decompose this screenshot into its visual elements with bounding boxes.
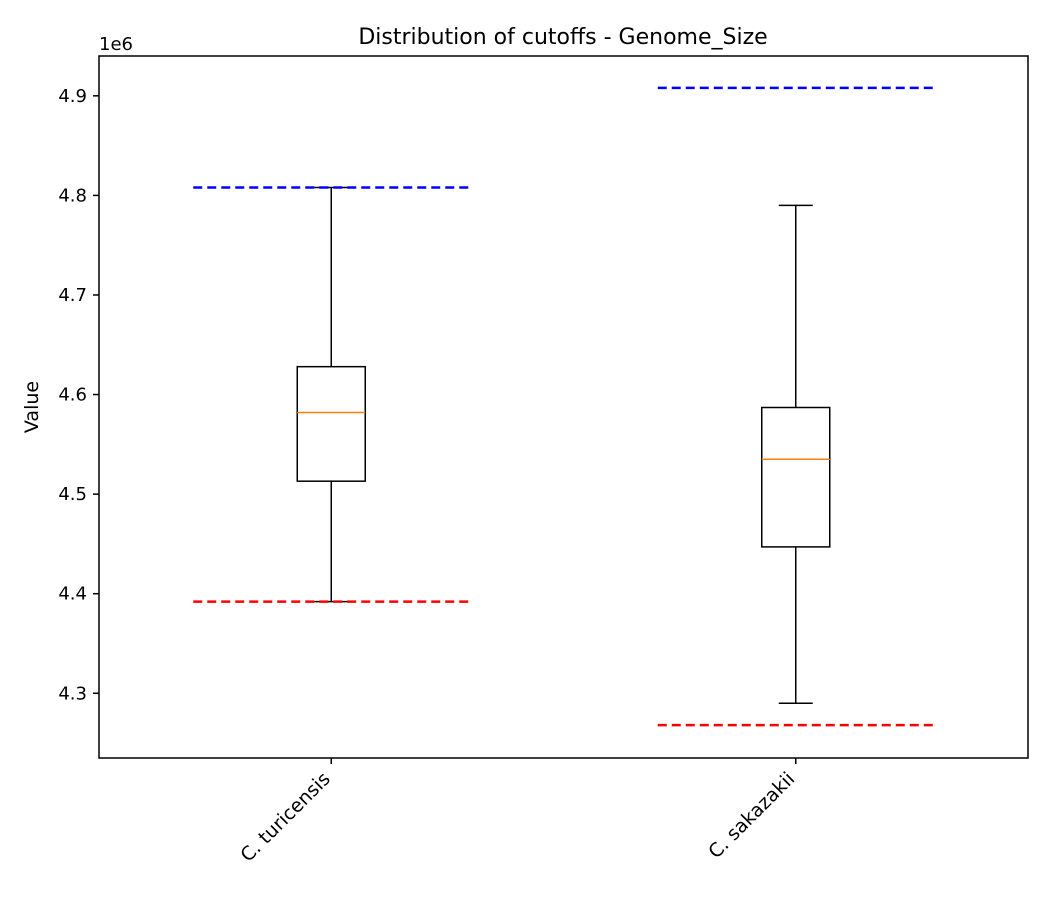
y-offset-label: 1e6 bbox=[99, 34, 133, 55]
x-tick-label: C. turicensis bbox=[236, 768, 334, 866]
y-tick-label: 4.3 bbox=[58, 683, 87, 704]
y-tick-label: 4.4 bbox=[58, 584, 87, 605]
y-axis-label: Value bbox=[21, 381, 43, 433]
plot-area: 4.3 4.4 4.5 4.6 4.7 4.8 4.9 C. turicensis C. sak… bbox=[58, 55, 1029, 866]
box bbox=[296, 365, 366, 482]
y-tick-label: 4.6 bbox=[58, 385, 87, 406]
x-tick-label: C. sakazakii bbox=[704, 768, 799, 863]
y-tick-label: 4.5 bbox=[58, 484, 87, 505]
y-tick-label: 4.7 bbox=[58, 285, 87, 306]
chart-title: Distribution of cutoffs - Genome_Size bbox=[358, 25, 767, 50]
y-tick-label: 4.8 bbox=[58, 185, 87, 206]
plot-frame bbox=[98, 55, 1029, 759]
y-tick-label: 4.9 bbox=[58, 86, 87, 107]
box bbox=[761, 406, 831, 548]
